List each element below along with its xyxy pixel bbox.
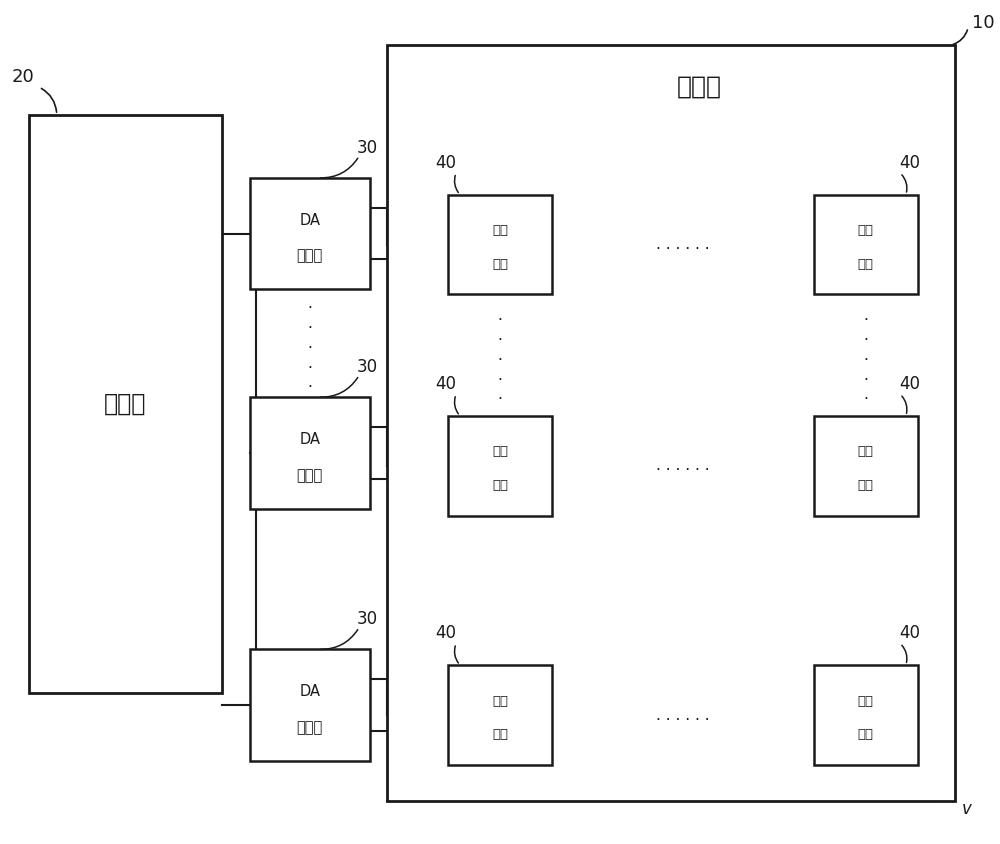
Bar bbox=[250, 649, 370, 761]
Text: 变抗: 变抗 bbox=[858, 225, 874, 237]
Text: 转换器: 转换器 bbox=[297, 720, 323, 735]
Bar bbox=[29, 115, 222, 693]
Text: DA: DA bbox=[299, 213, 320, 228]
Text: 40: 40 bbox=[899, 154, 920, 172]
Text: 器件: 器件 bbox=[492, 479, 508, 492]
Text: 转换器: 转换器 bbox=[297, 468, 323, 483]
Text: DA: DA bbox=[299, 684, 320, 699]
Text: 40: 40 bbox=[899, 375, 920, 393]
Text: 超材料: 超材料 bbox=[677, 75, 722, 99]
Text: 器件: 器件 bbox=[858, 258, 874, 271]
Text: 单片机: 单片机 bbox=[104, 392, 147, 416]
Text: 40: 40 bbox=[436, 154, 457, 172]
Text: 器件: 器件 bbox=[858, 479, 874, 492]
Text: 变抗: 变抗 bbox=[858, 695, 874, 707]
Bar bbox=[814, 665, 918, 765]
Text: 20: 20 bbox=[12, 68, 35, 86]
Text: . . . . . .: . . . . . . bbox=[656, 237, 710, 252]
Text: 器件: 器件 bbox=[492, 258, 508, 271]
Text: 变抗: 变抗 bbox=[492, 695, 508, 707]
Text: 30: 30 bbox=[357, 358, 378, 376]
Text: 40: 40 bbox=[436, 375, 457, 393]
Text: .
.
.
.
.: . . . . . bbox=[307, 296, 312, 391]
Bar bbox=[448, 665, 552, 765]
Text: 变抗: 变抗 bbox=[858, 446, 874, 458]
Text: 40: 40 bbox=[436, 625, 457, 642]
Text: 变抗: 变抗 bbox=[492, 225, 508, 237]
Text: .
.
.
.
.: . . . . . bbox=[863, 308, 868, 403]
Text: 40: 40 bbox=[899, 625, 920, 642]
Text: .
.
.
.
.: . . . . . bbox=[498, 308, 503, 403]
Bar bbox=[448, 416, 552, 516]
Bar bbox=[448, 195, 552, 295]
Text: 10: 10 bbox=[972, 14, 995, 32]
Text: 器件: 器件 bbox=[858, 728, 874, 742]
Text: v: v bbox=[962, 800, 972, 818]
Text: 转换器: 转换器 bbox=[297, 248, 323, 263]
Bar bbox=[814, 195, 918, 295]
Bar bbox=[250, 178, 370, 289]
Bar bbox=[387, 46, 955, 801]
Bar bbox=[250, 397, 370, 509]
Text: 器件: 器件 bbox=[492, 728, 508, 742]
Text: 30: 30 bbox=[357, 139, 378, 157]
Text: 变抗: 变抗 bbox=[492, 446, 508, 458]
Text: . . . . . .: . . . . . . bbox=[656, 707, 710, 722]
Text: 30: 30 bbox=[357, 610, 378, 628]
Text: . . . . . .: . . . . . . bbox=[656, 458, 710, 473]
Bar bbox=[814, 416, 918, 516]
Text: DA: DA bbox=[299, 432, 320, 447]
